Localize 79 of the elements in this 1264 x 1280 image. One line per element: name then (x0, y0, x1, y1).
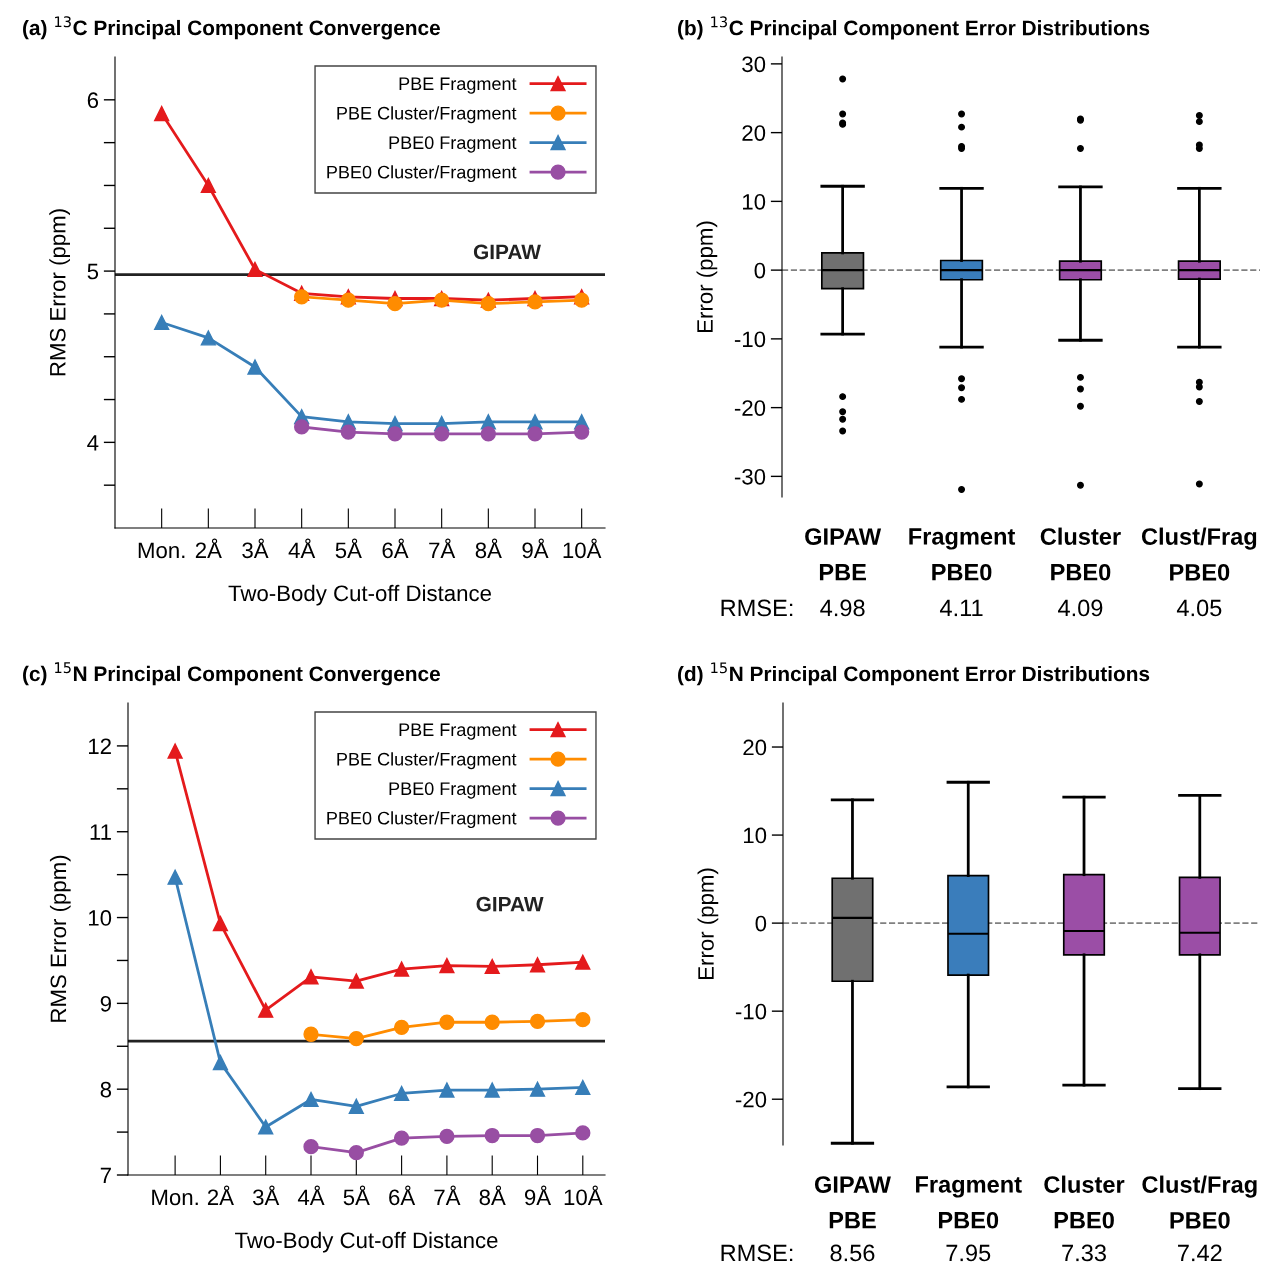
y-axis-title: RMS Error (ppm) (49, 855, 71, 1022)
y-tick-label: 10 (744, 827, 767, 844)
x-axis-title: Two-Body Cut-off Distance (228, 584, 491, 606)
x-tick-label: 5Å (335, 538, 362, 559)
y-tick-label: -20 (734, 400, 766, 416)
x-tick-label: 6Å (389, 1185, 416, 1206)
x-tick-label: Cluster PBE0 (1044, 1175, 1125, 1229)
legend-label: PBE0 Fragment (389, 136, 517, 153)
x-tick-label: 6Å (382, 538, 409, 559)
x-tick-label: 10Å (564, 1185, 603, 1206)
y-axis-title: Error (ppm) (696, 221, 718, 332)
y-tick-label: 0 (755, 915, 767, 932)
y-tick-label: 10 (89, 910, 112, 926)
x-tick-label: Clust/Frag PBE0 (1142, 1175, 1257, 1229)
x-tick-label: Clust/Frag PBE0 (1141, 527, 1257, 581)
chart-title: (c) $^{15}$N Principal Component Convergence (23, 662, 440, 686)
chart-title: (b) $^{13}$C Principal Component Error Distributions (678, 16, 1150, 40)
text: 4.11 (939, 599, 983, 617)
x-tick-label: Cluster PBE0 (1040, 527, 1121, 581)
y-axis-title: RMS Error (ppm) (49, 209, 70, 376)
text: 7.42 (1178, 1244, 1222, 1262)
text: 4.98 (820, 599, 865, 617)
y-axis-title: Error (ppm) (697, 868, 719, 979)
text: RMSE: (721, 599, 793, 617)
x-tick-label: 7Å (429, 538, 456, 558)
legend-label: PBE Cluster/Fragment (337, 752, 517, 770)
text: 7.33 (1062, 1244, 1106, 1262)
y-tick-label: 30 (742, 56, 766, 73)
y-tick-label: 5 (87, 263, 99, 280)
legend-label: PBE0 Fragment (389, 782, 517, 799)
y-tick-label: 11 (90, 824, 111, 840)
x-tick-label: GIPAW PBE (805, 528, 882, 581)
y-tick-label: -20 (735, 1091, 767, 1108)
text: RMSE: (721, 1244, 793, 1262)
y-tick-label: 10 (743, 193, 766, 210)
x-tick-label: 9Å (522, 538, 549, 559)
text: 7.95 (946, 1244, 991, 1262)
x-tick-label: 10Å (563, 538, 602, 559)
x-tick-label: 2Å (195, 538, 222, 558)
y-tick-label: 8 (100, 1081, 112, 1098)
y-tick-label: -10 (734, 331, 766, 348)
x-axis-title: Two-Body Cut-off Distance (235, 1231, 498, 1253)
y-tick-label: 20 (743, 739, 767, 756)
y-tick-label: 9 (100, 995, 111, 1012)
x-tick-label: 2Å (207, 1185, 234, 1205)
y-tick-label: 4 (87, 435, 99, 451)
annotation: GIPAW (476, 896, 544, 912)
text: 4.05 (1176, 599, 1222, 617)
x-tick-label: GIPAW PBE (814, 1176, 891, 1229)
x-tick-label: 9Å (524, 1185, 552, 1206)
x-tick-label: 7Å (434, 1185, 461, 1205)
x-tick-label: 4Å (297, 1185, 325, 1205)
x-tick-label: 3Å (242, 538, 269, 559)
y-tick-label: -30 (734, 468, 766, 485)
legend-label: PBE Cluster/Fragment (337, 106, 517, 124)
x-tick-label: Fragment PBE0 (909, 528, 1016, 581)
x-tick-label: 8Å (479, 1185, 506, 1206)
y-tick-label: 20 (742, 125, 766, 141)
chart-title: (d) $^{15}$N Principal Component Error Distributions (678, 662, 1150, 686)
legend-label: PBE Fragment (399, 723, 517, 740)
legend-label: PBE Fragment (399, 77, 517, 94)
x-tick-label: Fragment PBE0 (916, 1176, 1022, 1229)
y-tick-label: 0 (754, 262, 766, 279)
chart-title: (a) $^{13}$C Principal Component Convergence (23, 16, 440, 40)
y-tick-label: 12 (89, 738, 111, 754)
text: 4.09 (1058, 599, 1103, 617)
x-tick-label: 4Å (288, 538, 316, 558)
x-tick-label: 8Å (475, 538, 502, 559)
x-tick-label: Mon. (138, 542, 185, 559)
y-tick-label: 7 (100, 1167, 111, 1184)
ref-line-label: GIPAW (473, 244, 541, 260)
x-tick-label: 5Å (343, 1185, 370, 1206)
y-tick-label: -10 (735, 1003, 767, 1020)
legend-label: PBE0 Cluster/Fragment (327, 165, 517, 183)
y-tick-label: 6 (87, 92, 99, 109)
x-tick-label: 3Å (252, 1185, 280, 1206)
text: 8.56 (830, 1244, 875, 1262)
legend-label: PBE0 Cluster/Fragment (327, 811, 517, 829)
x-tick-label: Mon. (152, 1189, 198, 1206)
